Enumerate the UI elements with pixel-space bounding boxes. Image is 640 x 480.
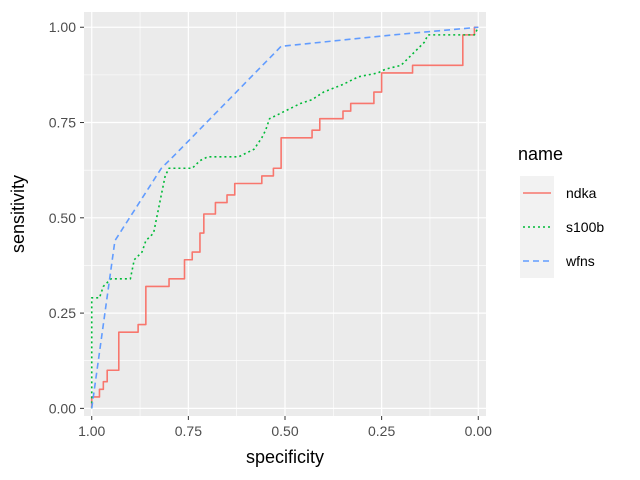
x-tick-label: 1.00 <box>78 423 105 439</box>
legend-label-s100b: s100b <box>566 219 604 235</box>
grid-major <box>84 12 486 416</box>
y-tick-label: 0.00 <box>49 400 76 416</box>
series-line-ndka <box>90 26 479 409</box>
x-tick-label: 0.00 <box>465 423 492 439</box>
y-axis: 0.00 0.25 0.50 0.75 1.00 <box>49 19 84 416</box>
legend-label-ndka: ndka <box>566 185 597 201</box>
x-axis-title: specificity <box>246 447 324 467</box>
y-tick-label: 0.75 <box>49 115 76 131</box>
x-tick-label: 0.75 <box>175 423 202 439</box>
y-tick-label: 0.50 <box>49 210 76 226</box>
y-tick-label: 0.25 <box>49 305 76 321</box>
series-line-wfns <box>90 26 479 409</box>
series-layer <box>90 26 479 409</box>
x-axis: 1.00 0.75 0.50 0.25 0.00 <box>78 416 492 439</box>
legend-label-wfns: wfns <box>565 253 595 269</box>
legend: name ndka s100b wfns <box>518 144 604 278</box>
y-tick-label: 1.00 <box>49 19 76 35</box>
series-line-s100b <box>90 26 479 409</box>
legend-title: name <box>518 144 563 164</box>
x-tick-label: 0.25 <box>368 423 395 439</box>
x-tick-label: 0.50 <box>271 423 298 439</box>
y-axis-title: sensitivity <box>8 175 28 253</box>
